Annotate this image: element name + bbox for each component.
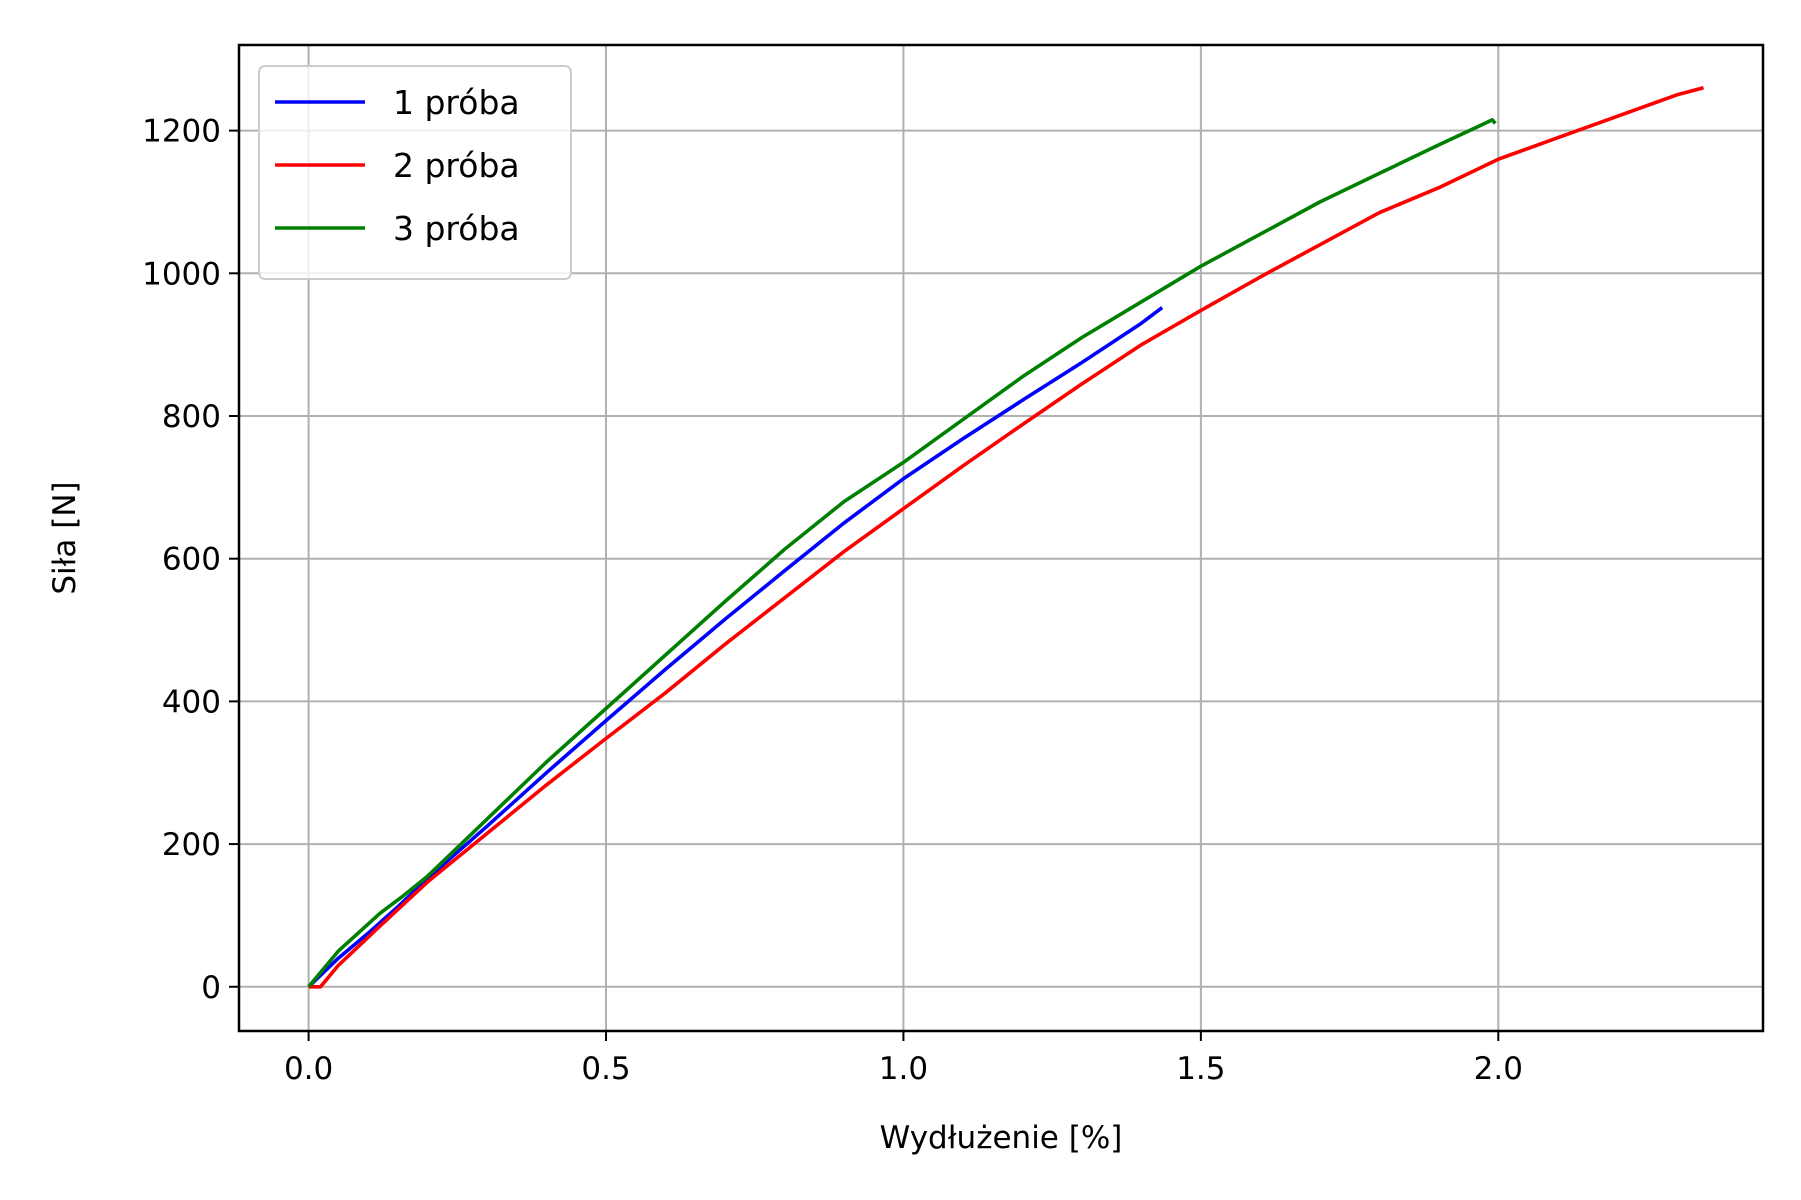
x-tick-label: 0.0 xyxy=(284,1051,333,1087)
plot-frame xyxy=(237,43,1765,1033)
legend-label: 1 próba xyxy=(393,83,520,122)
x-tick-label: 0.5 xyxy=(581,1051,630,1087)
y-axis-label: Siła [N] xyxy=(47,481,83,594)
series-line-1 xyxy=(307,306,1164,989)
x-tick-label: 1.5 xyxy=(1176,1051,1225,1087)
series-line-3 xyxy=(307,118,1497,988)
legend: 1 próba 2 próba 3 próba xyxy=(258,65,572,280)
legend-label: 3 próba xyxy=(393,209,520,248)
y-tick-label: 800 xyxy=(162,399,221,435)
x-axis-label: Wydłużenie [%] xyxy=(880,1120,1123,1156)
legend-label: 2 próba xyxy=(393,146,520,185)
series-line-2 xyxy=(308,86,1704,989)
x-tick-label: 1.0 xyxy=(879,1051,928,1087)
y-tick-label: 0 xyxy=(201,970,221,1006)
y-tick-label: 400 xyxy=(162,684,221,720)
grid xyxy=(239,45,1763,1031)
legend-box xyxy=(258,65,572,280)
y-tick-label: 1200 xyxy=(142,114,221,150)
ticks: 0.0 0.5 1.0 1.5 2.0 0 200 400 600 800 1000 1200 xyxy=(142,114,1523,1087)
y-tick-label: 200 xyxy=(162,827,221,863)
y-tick-label: 1000 xyxy=(142,256,221,292)
x-tick-label: 2.0 xyxy=(1474,1051,1523,1087)
series-group xyxy=(307,86,1704,989)
y-tick-label: 600 xyxy=(162,542,221,578)
